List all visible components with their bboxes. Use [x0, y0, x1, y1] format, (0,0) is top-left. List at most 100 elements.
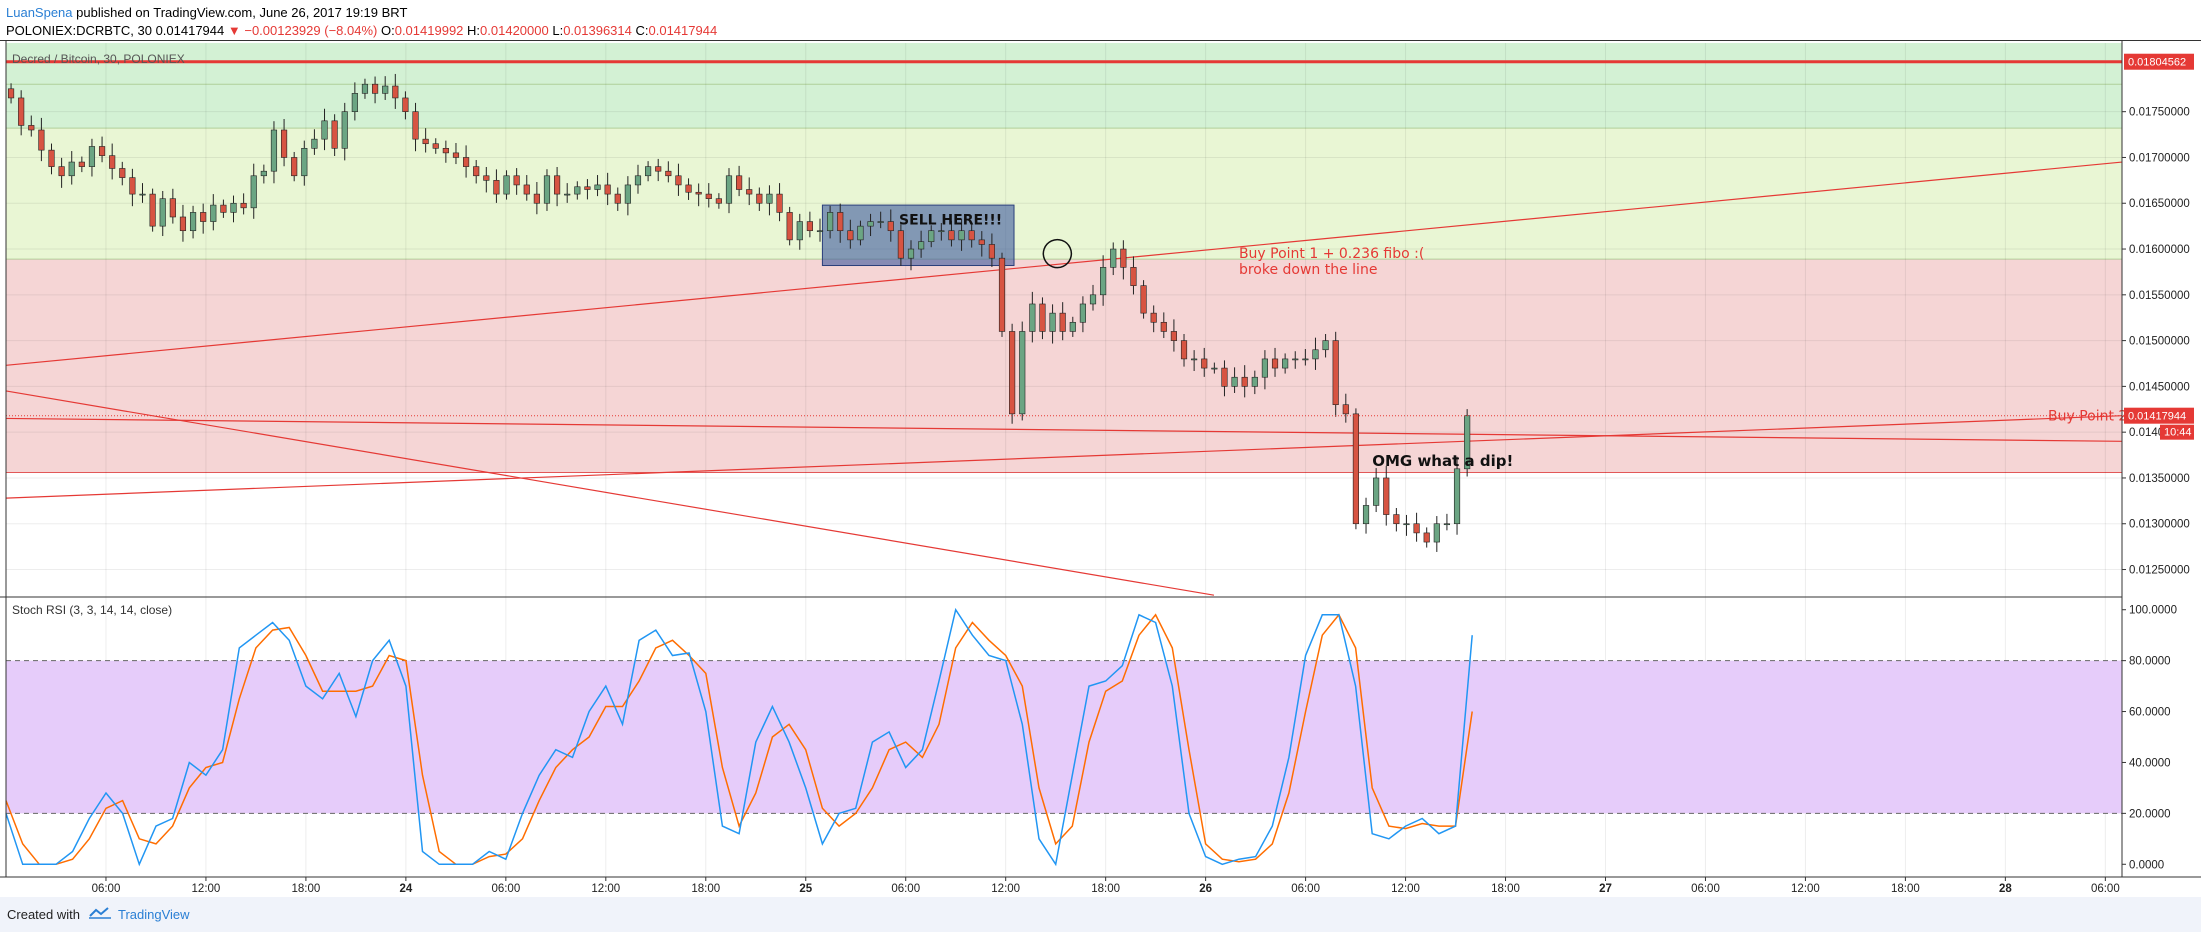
candle-body	[867, 221, 874, 227]
candle-body	[1140, 285, 1147, 314]
candle-body	[1160, 321, 1167, 332]
candle-body	[1433, 523, 1440, 543]
price-axis-label: 0.01500000	[2129, 336, 2190, 348]
candle-body	[1373, 477, 1380, 506]
candle-body	[109, 155, 116, 169]
candle-body	[897, 230, 904, 259]
candle-body	[503, 175, 510, 195]
resistance-price-tag	[2124, 53, 2194, 70]
candle-body	[1261, 358, 1268, 378]
annotation-buy-point-2: Buy Point 2	[2048, 409, 2127, 425]
candle-body	[412, 111, 419, 140]
price-zone	[6, 43, 2122, 85]
price-zone	[6, 259, 2122, 473]
candle-body	[432, 143, 439, 149]
candle-body	[1352, 413, 1360, 525]
price-axis-label: 0.01700000	[2129, 152, 2190, 164]
candle-body	[756, 193, 763, 204]
candle-body	[473, 166, 480, 177]
candle-body	[786, 212, 793, 241]
candle-body	[543, 175, 551, 204]
candle-body	[1049, 312, 1056, 332]
candle-body	[887, 221, 894, 232]
candle-body	[149, 193, 156, 227]
candle-body	[675, 175, 682, 186]
low-value: 0.01396314	[563, 23, 632, 38]
candle-body	[978, 239, 985, 245]
time-axis-label: 18:00	[292, 883, 321, 895]
annotation-circle	[1042, 238, 1073, 269]
candle-body	[311, 138, 318, 149]
candle-body	[1292, 358, 1299, 361]
last-price-tag-text: 0.01417944	[2128, 411, 2186, 423]
candle-body	[361, 83, 369, 94]
candle-body	[554, 175, 561, 195]
candle-body	[1170, 331, 1177, 341]
candle-body	[321, 120, 328, 140]
candle-body	[1110, 248, 1117, 268]
candle-body	[78, 161, 85, 167]
time-axis-label: 12:00	[192, 883, 221, 895]
candle-body	[1231, 376, 1238, 387]
candle-body	[725, 175, 733, 204]
candle-body	[129, 177, 136, 195]
candle-body	[1413, 523, 1420, 534]
candle-body	[1312, 349, 1319, 360]
candle-body	[1241, 376, 1248, 387]
candle-body	[695, 191, 702, 195]
candle-body	[1282, 358, 1289, 369]
candle-body	[220, 204, 227, 213]
author-link[interactable]: LuanSpena	[6, 5, 73, 20]
time-axis-label: 27	[1599, 883, 1612, 895]
time-axis-label: 25	[799, 883, 812, 895]
candle-body	[1089, 294, 1097, 305]
candle-body	[655, 166, 662, 172]
candle-body	[594, 184, 601, 190]
close-label: C:	[635, 23, 649, 38]
low-label: L:	[552, 23, 564, 38]
candle-body	[422, 138, 429, 145]
price-zone	[6, 128, 2122, 260]
candle-body	[351, 93, 358, 112]
last-price: 0.01417944	[155, 23, 225, 38]
candle-body	[715, 198, 722, 204]
candle-body	[1383, 477, 1390, 515]
candle-body	[98, 146, 106, 156]
high-value: 0.01420000	[480, 23, 549, 38]
candle-body	[1130, 267, 1137, 286]
candle-body	[624, 184, 631, 204]
candle-body	[1059, 312, 1066, 332]
trendline-flat	[5, 417, 2123, 442]
candle-body	[796, 221, 803, 241]
candle-body	[371, 83, 379, 94]
candle-body	[1362, 505, 1370, 525]
candle-body	[402, 97, 409, 112]
annotation-buy-point-1: Buy Point 1 + 0.236 fibo :(	[1239, 246, 1424, 262]
price-axis-label: 0.0140	[2129, 427, 2164, 439]
candle-body	[958, 230, 965, 241]
candle-body	[452, 152, 460, 158]
price-axis-label: 0.01350000	[2129, 473, 2190, 485]
candle-body	[806, 221, 813, 232]
candle-body	[18, 97, 25, 126]
candle-body	[604, 184, 611, 195]
candle-body	[28, 125, 35, 131]
last-price-tag	[2124, 407, 2194, 424]
candle-body	[493, 180, 500, 195]
chart-canvas[interactable]: SELL HERE!!! Buy Point 1 + 0.236 fibo :(b…	[0, 40, 2201, 897]
candle-body	[382, 85, 389, 94]
annotation-broke-down: broke down the line	[1239, 262, 1378, 278]
time-axis-label: 28	[1999, 883, 2012, 895]
candle-body	[564, 193, 571, 196]
close-value: 0.01417944	[648, 23, 718, 38]
created-with-label: Created with	[7, 907, 80, 922]
time-axis-label: 12:00	[991, 883, 1020, 895]
candle-body	[179, 216, 187, 232]
stoch-axis-label: 0.0000	[2129, 859, 2164, 871]
time-axis-label: 12:00	[1391, 883, 1420, 895]
candle-body	[837, 212, 844, 232]
candle-body	[38, 129, 45, 151]
high-label: H:	[467, 23, 481, 38]
tradingview-brand-link[interactable]: TradingView	[118, 907, 190, 922]
time-axis-label: 06:00	[92, 883, 121, 895]
